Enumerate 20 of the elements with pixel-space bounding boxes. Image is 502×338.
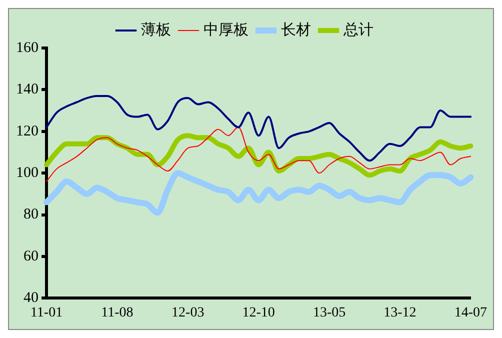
legend-label: 中厚板 [204, 21, 248, 38]
y-tick-label: 120 [16, 123, 38, 140]
y-tick-label: 140 [16, 82, 38, 98]
x-tick-label: 12-10 [242, 305, 275, 320]
y-tick-label: 60 [24, 248, 38, 264]
x-tick-label: 14-07 [454, 305, 488, 320]
line-series [46, 126, 472, 182]
legend-label: 长材 [281, 21, 311, 38]
y-tick-label: 160 [16, 40, 38, 56]
x-tick-label: 11-01 [30, 305, 63, 320]
legend-label: 薄板 [141, 21, 171, 38]
legend-label: 总计 [342, 21, 374, 38]
line-series [46, 94, 472, 162]
x-tick-label: 13-12 [384, 305, 416, 320]
y-tick-label: 100 [16, 165, 38, 182]
x-tick-label: 11-08 [101, 305, 134, 320]
y-tick-label: 80 [24, 206, 38, 223]
x-tick-label: 12-03 [172, 305, 204, 320]
y-tick-label: 40 [24, 290, 38, 306]
x-tick-label: 13-05 [312, 305, 346, 320]
